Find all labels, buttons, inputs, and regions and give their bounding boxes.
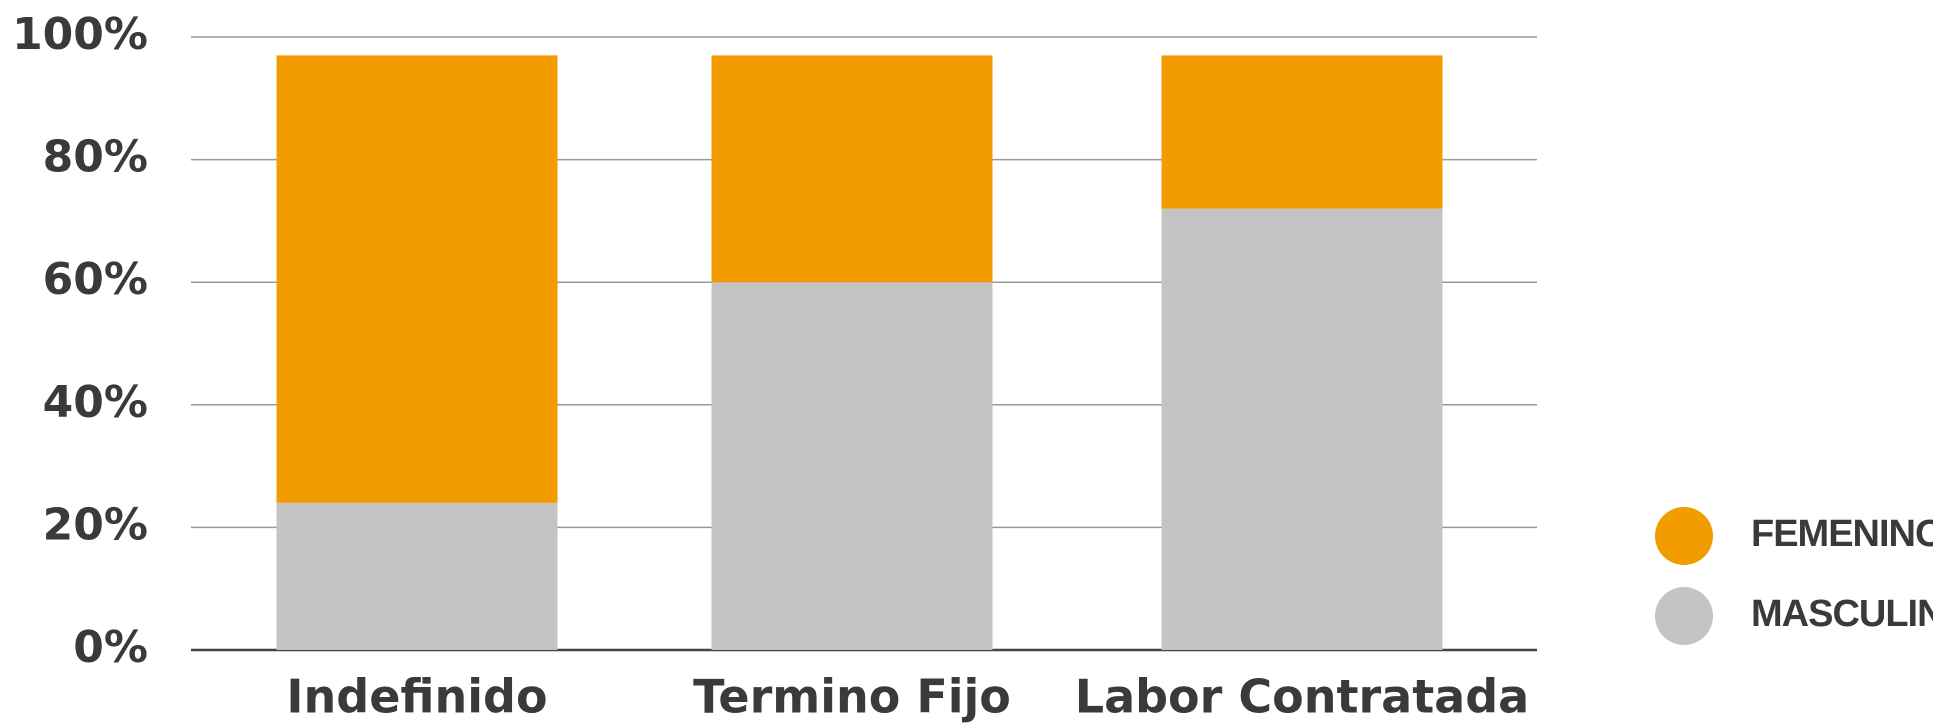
y-tick-label: 80% bbox=[43, 132, 148, 183]
bar-segment bbox=[1161, 208, 1443, 650]
y-tick-label: 20% bbox=[43, 499, 148, 550]
x-tick-label: Termino Fijo bbox=[693, 670, 1011, 724]
bar-segment bbox=[276, 55, 558, 503]
bar-segment bbox=[276, 502, 558, 650]
y-tick-label: 0% bbox=[73, 622, 148, 673]
bar-segment bbox=[711, 282, 993, 650]
x-tick-label: Labor Contratada bbox=[1075, 670, 1529, 724]
bar-segment bbox=[711, 55, 993, 283]
legend-swatch bbox=[1655, 507, 1713, 565]
x-tick-label: Indefinido bbox=[286, 670, 547, 724]
legend-label: FEMENINO bbox=[1751, 513, 1933, 555]
legend-label: MASCULINO bbox=[1751, 593, 1933, 635]
bar-segment bbox=[1161, 55, 1443, 209]
legend-swatch bbox=[1655, 587, 1713, 645]
y-tick-label: 100% bbox=[12, 9, 148, 60]
y-tick-label: 40% bbox=[43, 377, 148, 428]
y-tick-label: 60% bbox=[43, 254, 148, 305]
